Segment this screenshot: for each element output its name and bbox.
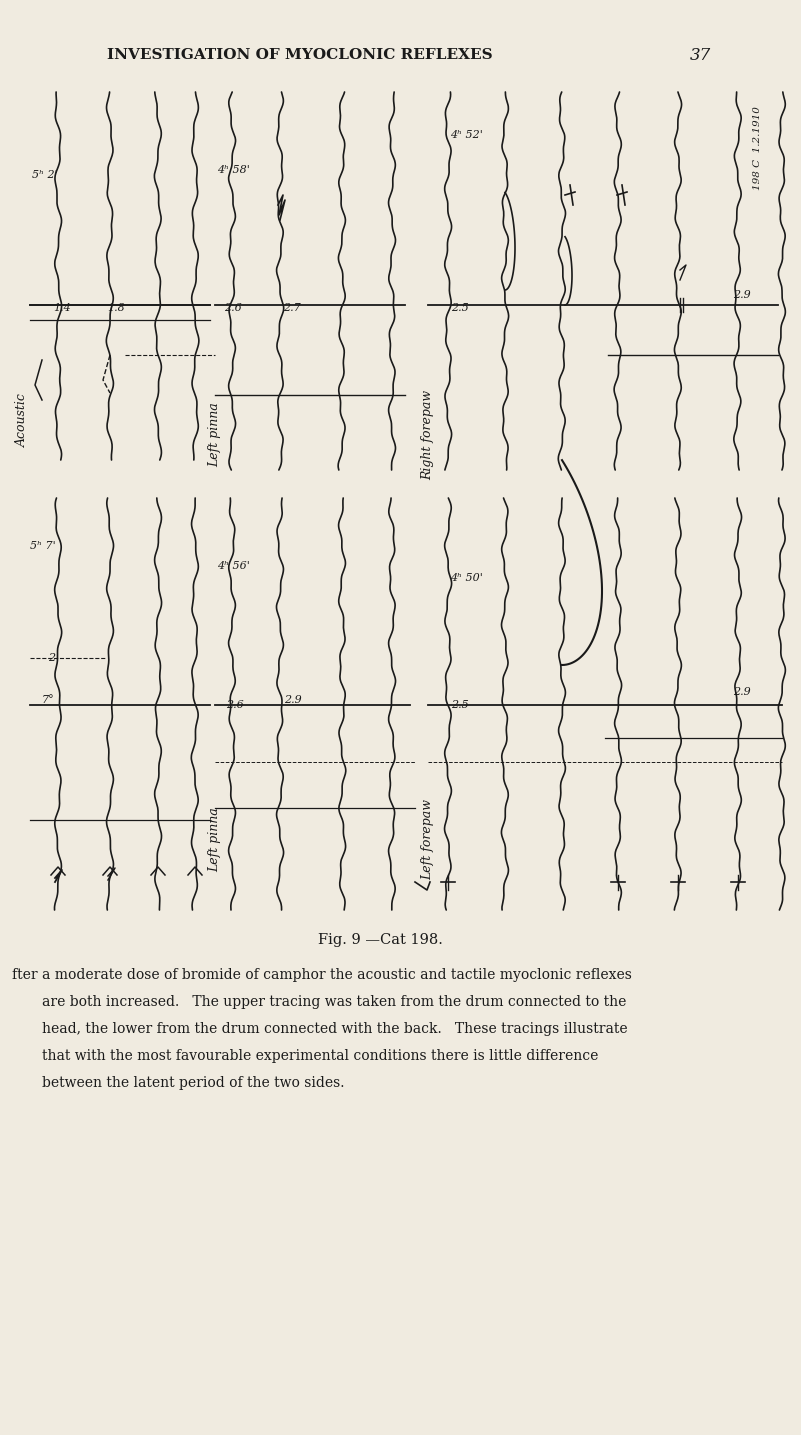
Text: 37: 37 xyxy=(690,46,710,63)
Text: 7°: 7° xyxy=(42,695,54,705)
Text: 2: 2 xyxy=(48,653,55,663)
Text: 4ʰ 50': 4ʰ 50' xyxy=(450,573,483,583)
Text: 2.6: 2.6 xyxy=(224,303,242,313)
Text: 2.6: 2.6 xyxy=(226,700,244,710)
Text: 5ʰ 2': 5ʰ 2' xyxy=(32,169,58,179)
Text: 2.5: 2.5 xyxy=(451,700,469,710)
Text: are both increased.   The upper tracing was taken from the drum connected to the: are both increased. The upper tracing wa… xyxy=(42,994,626,1009)
Text: 2.5: 2.5 xyxy=(451,303,469,313)
Text: 198 C  1.2.1910: 198 C 1.2.1910 xyxy=(754,106,763,189)
Text: 1.4: 1.4 xyxy=(53,303,70,313)
Text: 1.8: 1.8 xyxy=(107,303,125,313)
Text: 2.7: 2.7 xyxy=(283,303,301,313)
Text: Acoustic: Acoustic xyxy=(15,393,29,446)
Text: that with the most favourable experimental conditions there is little difference: that with the most favourable experiment… xyxy=(42,1049,598,1063)
Text: INVESTIGATION OF MYOCLONIC REFLEXES: INVESTIGATION OF MYOCLONIC REFLEXES xyxy=(107,47,493,62)
Text: Right forepaw: Right forepaw xyxy=(421,390,434,481)
Text: fter a moderate dose of bromide of camphor the acoustic and tactile myoclonic re: fter a moderate dose of bromide of camph… xyxy=(12,969,632,982)
Text: 4ʰ 56': 4ʰ 56' xyxy=(217,561,250,571)
Text: Fig. 9 —Cat 198.: Fig. 9 —Cat 198. xyxy=(317,933,442,947)
Text: 4ʰ 58': 4ʰ 58' xyxy=(217,165,250,175)
Text: Left pinna: Left pinna xyxy=(208,808,222,872)
Text: 2.9: 2.9 xyxy=(284,695,302,705)
Text: 2.9: 2.9 xyxy=(733,687,751,697)
Text: 4ʰ 52': 4ʰ 52' xyxy=(450,131,483,141)
Text: between the latent period of the two sides.: between the latent period of the two sid… xyxy=(42,1076,344,1091)
Text: 5ʰ 7': 5ʰ 7' xyxy=(30,541,55,551)
Text: 2.9: 2.9 xyxy=(733,290,751,300)
Text: Left pinna: Left pinna xyxy=(208,403,222,468)
Text: head, the lower from the drum connected with the back.   These tracings illustra: head, the lower from the drum connected … xyxy=(42,1022,628,1036)
Text: Left forepaw: Left forepaw xyxy=(421,799,434,881)
